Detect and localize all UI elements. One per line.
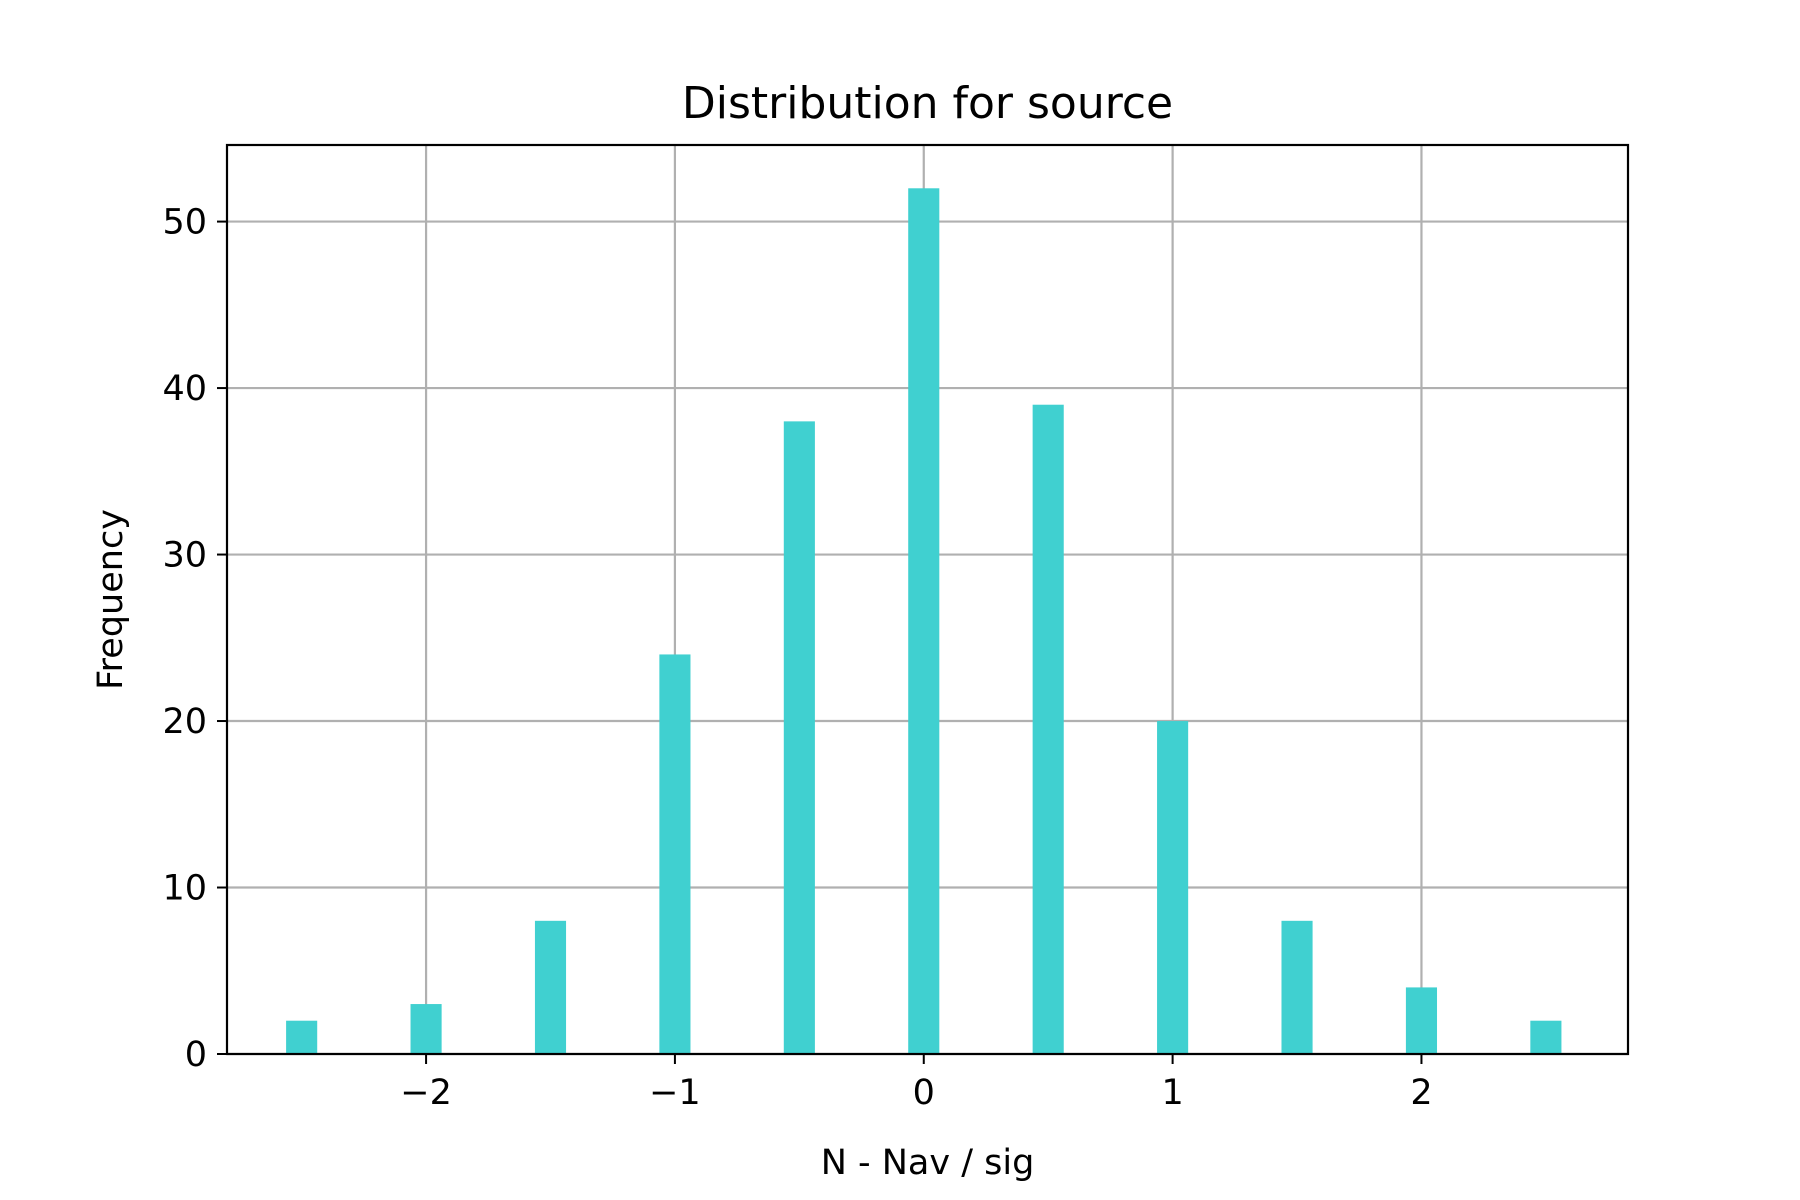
histogram-bar [1530, 1020, 1562, 1054]
bars [286, 188, 1562, 1055]
y-tick-label: 50 [162, 203, 207, 243]
histogram-bar [1281, 920, 1313, 1054]
y-tick-label: 0 [185, 1035, 207, 1075]
histogram-bar [1405, 987, 1438, 1054]
y-tick-label: 20 [162, 702, 207, 742]
chart-title: Distribution for source [682, 78, 1173, 129]
y-tick-label: 40 [162, 369, 207, 409]
histogram-bar [659, 654, 691, 1054]
histogram-bar [783, 421, 815, 1054]
plot-frame [225, 143, 1630, 1056]
x-tick-label: 1 [1161, 1073, 1183, 1113]
y-axis-label: Frequency [91, 509, 131, 690]
histogram-bar [1157, 721, 1189, 1054]
x-tick-label: −1 [649, 1073, 701, 1113]
histogram-bar [410, 1004, 442, 1054]
histogram-bar [1032, 404, 1064, 1054]
y-tick-label: 30 [162, 536, 207, 576]
x-tick-label: 0 [913, 1073, 935, 1113]
histogram-bar [908, 188, 940, 1055]
x-axis-label: N - Nav / sig [821, 1143, 1035, 1183]
histogram-bar [286, 1020, 318, 1054]
y-tick-label: 10 [162, 869, 207, 909]
x-tick-label: 2 [1410, 1073, 1432, 1113]
x-tick-label: −2 [400, 1073, 452, 1113]
histogram-bar [534, 920, 567, 1054]
